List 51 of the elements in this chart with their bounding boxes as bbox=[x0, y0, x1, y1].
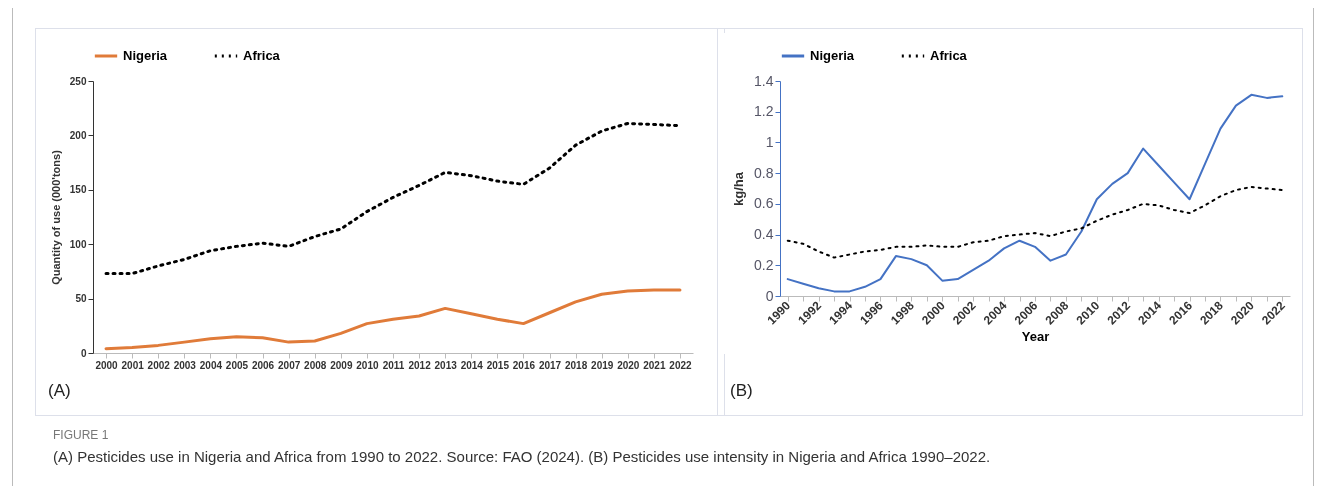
x-tick-label: 2020 bbox=[617, 359, 640, 371]
x-tick-label: 2022 bbox=[669, 359, 693, 371]
y-tick-label: 150 bbox=[69, 184, 87, 196]
x-axis-title: Year bbox=[1021, 328, 1050, 344]
x-tick-label: 2001 bbox=[121, 359, 145, 371]
x-tick-label: 2006 bbox=[251, 359, 275, 371]
y-tick-label: 1 bbox=[765, 133, 774, 150]
y-tick-label: 0.2 bbox=[754, 256, 774, 273]
y-tick-label: 0.8 bbox=[754, 164, 774, 181]
y-tick-label: 0.4 bbox=[754, 226, 774, 243]
y-tick-label: 200 bbox=[69, 129, 87, 141]
y-tick-label: 100 bbox=[69, 238, 87, 250]
x-tick-label: 2016 bbox=[512, 359, 536, 371]
y-axis-title: Quantity of use (000'tons) bbox=[49, 149, 62, 285]
text: (B) bbox=[730, 381, 753, 401]
y-axis-title: kg/ha bbox=[731, 171, 747, 206]
line-series bbox=[786, 93, 1284, 293]
x-tick-label: 2018 bbox=[564, 359, 588, 371]
legend-label: Nigeria bbox=[810, 48, 855, 63]
x-tick-label: 2009 bbox=[330, 359, 353, 371]
text: (A) Pesticides use in Nigeria and Africa from 1990 to 2022. Source: FAO (2024). (B) Pesticides use intensity in Nigeria and Africa 1990–2022. bbox=[53, 448, 991, 465]
x-tick-label: 2010 bbox=[356, 359, 379, 371]
x-tick-label: 2013 bbox=[434, 359, 458, 371]
legend-label: Africa bbox=[930, 48, 968, 63]
y-tick-label: 0 bbox=[80, 347, 87, 359]
y-tick-label: 1.2 bbox=[754, 103, 774, 120]
x-tick-label: 2000 bbox=[95, 359, 119, 371]
x-tick-label: 2021 bbox=[643, 359, 666, 371]
y-tick-label: 0 bbox=[765, 287, 774, 304]
line-series bbox=[786, 185, 1284, 259]
y-tick-label: 50 bbox=[75, 293, 87, 305]
text: (A) bbox=[48, 381, 71, 401]
x-tick-label: 2015 bbox=[486, 359, 510, 371]
caption: FIGURE 1 bbox=[53, 428, 110, 442]
legend-label: Nigeria bbox=[123, 48, 168, 63]
line-series bbox=[104, 288, 682, 351]
y-tick-label: 1.4 bbox=[754, 72, 774, 89]
x-tick-label: 2011 bbox=[382, 359, 405, 371]
x-tick-label: 2012 bbox=[408, 359, 432, 371]
x-tick-label: 2005 bbox=[225, 359, 249, 371]
x-tick-label: 2004 bbox=[199, 359, 223, 371]
x-tick-label: 2008 bbox=[304, 359, 327, 371]
legend-label: Africa bbox=[243, 48, 281, 63]
x-tick-label: 2002 bbox=[147, 359, 171, 371]
x-tick-label: 2003 bbox=[173, 359, 197, 371]
x-tick-label: 2014 bbox=[460, 359, 484, 371]
y-tick-label: 250 bbox=[69, 75, 87, 87]
x-tick-label: 2017 bbox=[538, 359, 562, 371]
y-tick-label: 0.6 bbox=[754, 195, 774, 212]
x-tick-label: 2007 bbox=[278, 359, 301, 371]
x-tick-label: 2019 bbox=[591, 359, 614, 371]
